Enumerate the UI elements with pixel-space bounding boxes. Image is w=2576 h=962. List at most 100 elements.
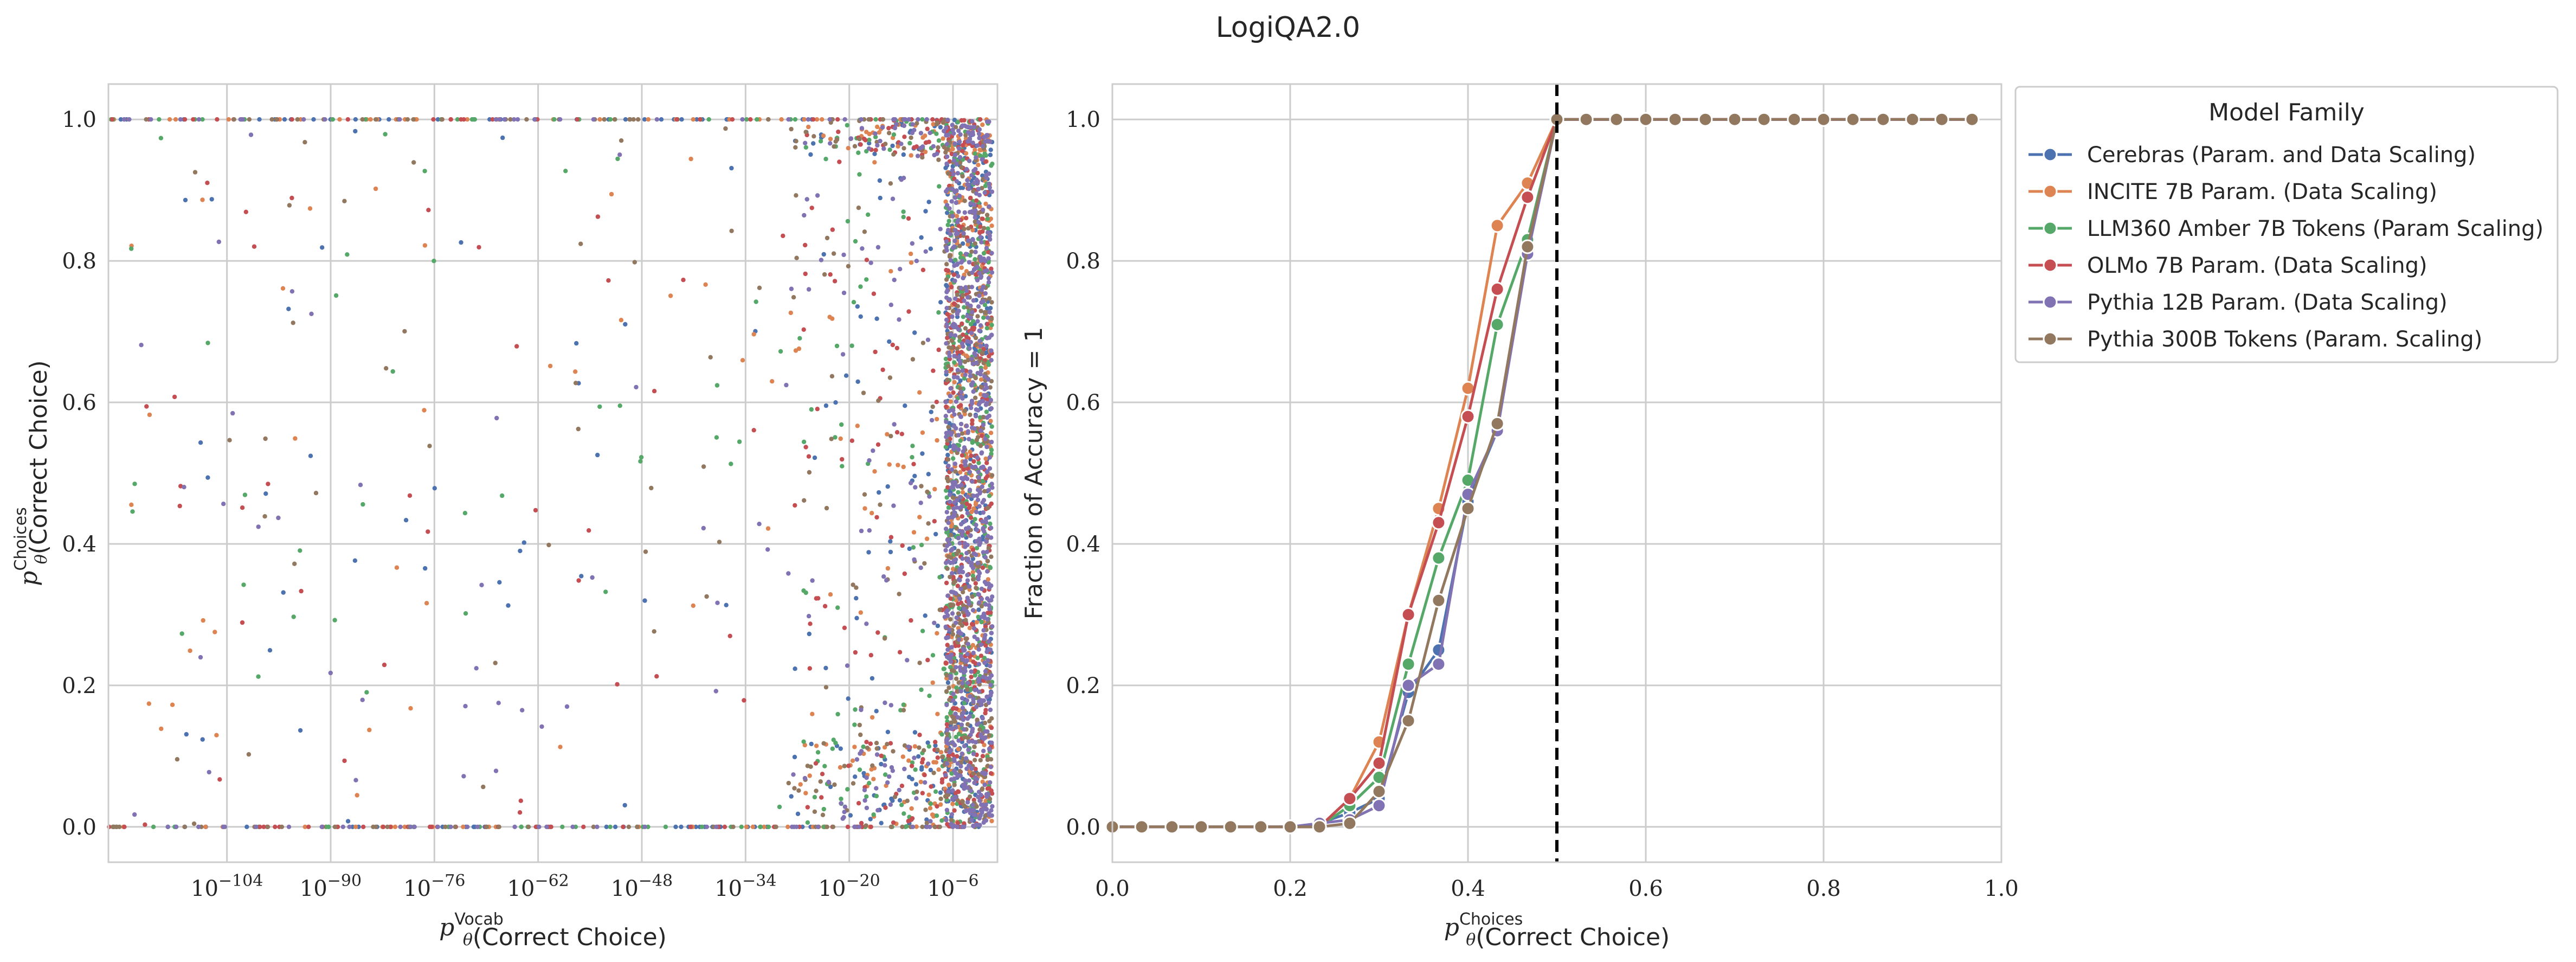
scatter-point	[962, 376, 967, 381]
scatter-point	[962, 782, 968, 787]
legend-entry: LLM360 Amber 7B Tokens (Param Scaling)	[2028, 216, 2543, 241]
scatter-point	[902, 134, 907, 139]
series-marker-INCITE	[1490, 218, 1505, 233]
scatter-point	[350, 824, 355, 830]
scatter-point	[875, 808, 880, 813]
scatter-point	[976, 210, 981, 215]
scatter-point	[461, 824, 466, 830]
scatter-point	[872, 160, 877, 165]
scatter-point	[435, 117, 441, 122]
scatter-point	[226, 117, 231, 122]
scatter-point	[828, 784, 833, 790]
scatter-point	[980, 122, 985, 127]
scatter-point	[390, 369, 395, 374]
scatter-point	[952, 776, 957, 781]
scatter-point	[882, 745, 887, 750]
scatter-point	[691, 117, 696, 122]
scatter-point	[848, 813, 853, 818]
scatter-point	[953, 296, 958, 301]
scatter-point	[857, 172, 862, 177]
scatter-point	[944, 476, 950, 481]
scatter-point	[638, 459, 643, 464]
scatter-point	[751, 428, 756, 433]
scatter-point	[983, 291, 988, 296]
scatter-point	[975, 722, 980, 727]
scatter-point	[934, 131, 939, 136]
scatter-point	[755, 117, 759, 122]
scatter-point	[958, 427, 963, 432]
scatter-point	[976, 607, 981, 612]
scatter-point	[512, 117, 517, 122]
scatter-point	[818, 139, 823, 144]
scatter-point	[854, 585, 859, 590]
scatter-point	[950, 168, 955, 173]
scatter-point	[851, 300, 856, 305]
scatter-point	[182, 824, 187, 830]
scatter-point	[216, 239, 221, 245]
scatter-point	[563, 169, 568, 174]
scatter-point	[989, 716, 994, 721]
series-marker-Pythia300B	[1609, 112, 1624, 127]
series-marker-Pythia300B	[1727, 112, 1742, 127]
scatter-point	[373, 186, 378, 191]
scatter-point	[289, 289, 295, 294]
scatter-point	[910, 122, 915, 127]
scatter-point	[793, 666, 797, 671]
scatter-point	[913, 767, 918, 772]
scatter-point	[158, 136, 164, 140]
scatter-point	[801, 739, 806, 744]
scatter-point	[944, 125, 949, 130]
scatter-point	[864, 621, 869, 626]
scatter-point	[972, 426, 977, 431]
scatter-point	[453, 824, 458, 830]
scatter-point	[978, 117, 983, 122]
scatter-point	[976, 577, 981, 582]
scatter-point	[853, 239, 858, 244]
legend-label: LLM360 Amber 7B Tokens (Param Scaling)	[2087, 216, 2543, 241]
scatter-point	[870, 676, 875, 681]
scatter-point	[311, 117, 316, 122]
scatter-point	[988, 216, 994, 221]
scatter-point	[355, 793, 359, 798]
scatter-point	[967, 488, 973, 492]
scatter-point	[874, 793, 879, 799]
scatter-point	[891, 749, 896, 754]
scatter-point	[198, 440, 203, 445]
scatter-point	[866, 117, 871, 122]
scatter-point	[979, 597, 984, 601]
scatter-point	[493, 660, 498, 665]
scatter-point	[971, 125, 977, 130]
scatter-point	[809, 741, 814, 747]
scatter-point	[859, 528, 864, 534]
scatter-point	[427, 444, 432, 448]
scatter-point	[779, 117, 784, 122]
scatter-point	[201, 618, 205, 623]
scatter-point	[803, 590, 808, 595]
scatter-point	[955, 820, 961, 826]
scatter-point	[969, 675, 974, 679]
scatter-point	[926, 200, 931, 204]
scatter-point	[793, 503, 797, 508]
scatter-point	[920, 341, 926, 345]
scatter-point	[965, 494, 970, 499]
scatter-point	[959, 501, 965, 505]
scatter-point	[342, 198, 347, 203]
scatter-point	[742, 698, 746, 703]
scatter-point	[836, 129, 841, 134]
scatter-point	[628, 117, 633, 122]
scatter-point	[965, 681, 970, 685]
scatter-point	[989, 439, 994, 445]
scatter-point	[954, 399, 959, 404]
scatter-point	[952, 756, 957, 762]
scatter-point	[806, 614, 812, 619]
scatter-point	[949, 548, 954, 553]
scatter-point	[988, 397, 994, 402]
scatter-point	[889, 796, 894, 801]
scatter-point	[899, 784, 905, 788]
scatter-point	[910, 444, 915, 448]
scatter-point	[949, 645, 954, 650]
scatter-point	[946, 430, 951, 435]
scatter-point	[875, 245, 881, 250]
scatter-point	[948, 232, 953, 236]
scatter-point	[802, 117, 807, 122]
